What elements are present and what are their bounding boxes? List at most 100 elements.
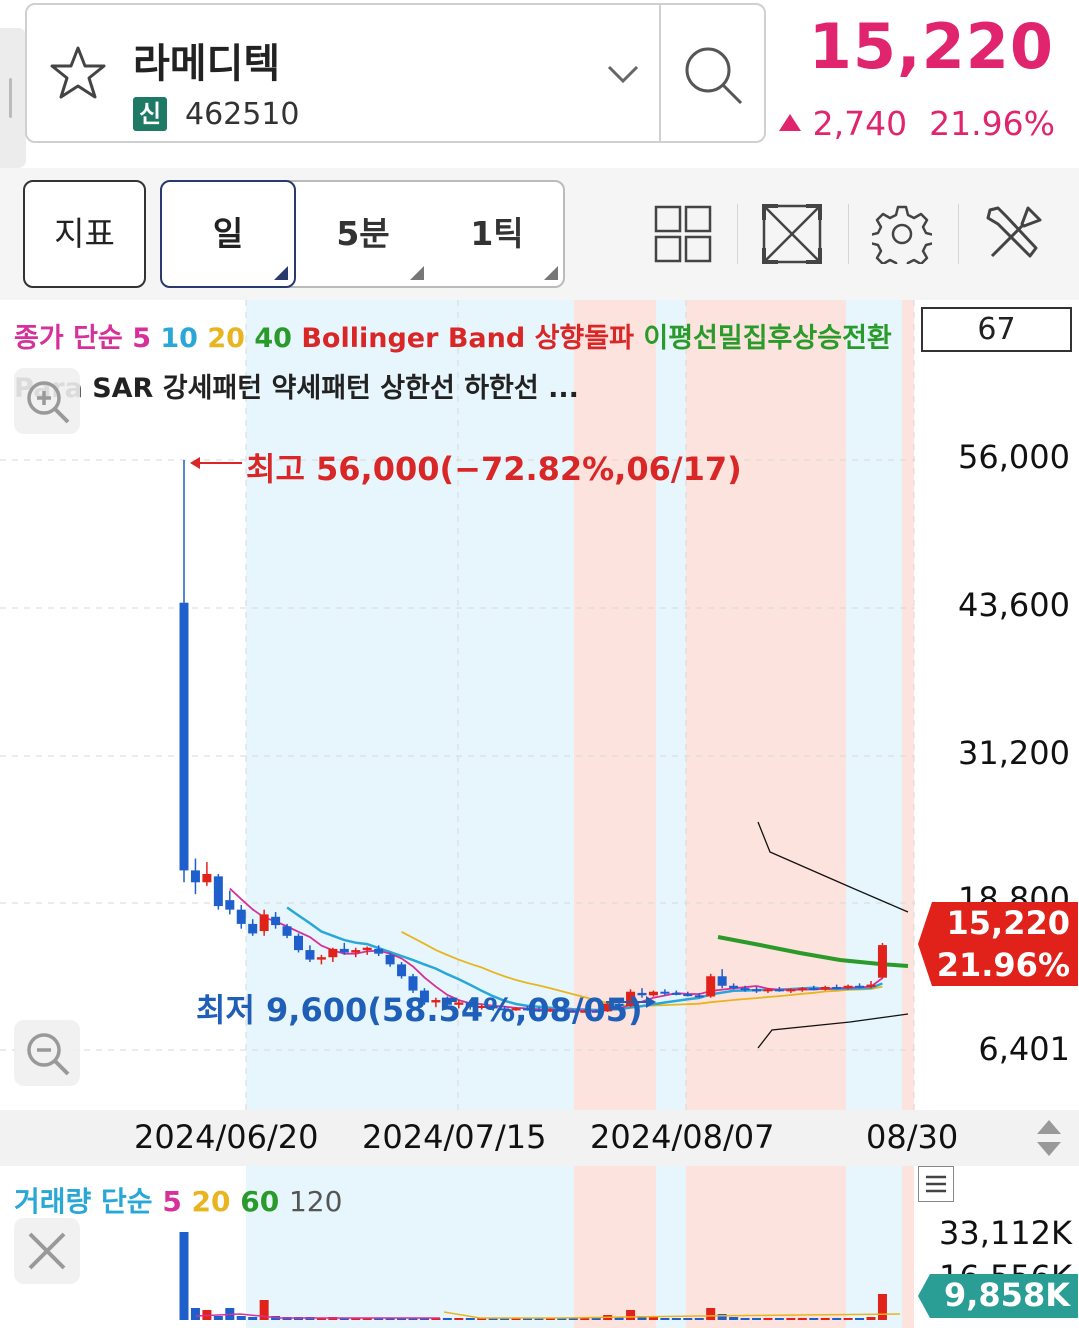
volume-legend[interactable]: 거래량 단순 5 20 60 120	[14, 1180, 342, 1220]
price-chart-area[interactable]	[0, 300, 1079, 1110]
star-icon[interactable]	[47, 43, 109, 105]
tools-icon[interactable]	[984, 204, 1044, 264]
volume-bar	[797, 1318, 807, 1320]
price-change-pct: 21.96%	[929, 104, 1055, 143]
candle-count-box[interactable]: 67	[921, 307, 1072, 352]
candle-body	[637, 992, 647, 996]
candle-body	[271, 916, 281, 926]
last-price-tag: 15,220 21.96%	[918, 902, 1078, 986]
candle-body	[477, 1005, 487, 1008]
volume-bar	[648, 1317, 658, 1320]
period-5min-button[interactable]: 5분	[296, 182, 430, 286]
volume-bar	[671, 1318, 681, 1320]
volume-bar	[511, 1318, 521, 1320]
volume-bar	[637, 1316, 647, 1320]
candle-body	[706, 976, 716, 997]
current-price: 15,220	[808, 10, 1054, 83]
search-icon[interactable]	[681, 43, 747, 109]
candle-body	[729, 985, 739, 989]
volume-bar	[397, 1318, 407, 1320]
legend-ma-type: 단순	[73, 323, 123, 354]
stock-search-box[interactable]: 라메디텍 신 462510	[25, 3, 766, 143]
candle-body	[316, 957, 326, 960]
candle-body	[671, 992, 681, 995]
volume-chart-area[interactable]	[0, 1166, 1079, 1328]
volume-bar	[248, 1317, 258, 1320]
volume-bar	[832, 1318, 842, 1320]
candle-body	[213, 876, 223, 907]
close-volume-button[interactable]	[14, 1218, 80, 1284]
volume-bar	[488, 1318, 498, 1320]
candle-body	[282, 926, 292, 936]
volume-bar	[523, 1318, 532, 1320]
indicator-legend-line1[interactable]: 종가 단순 5 10 20 40 Bollinger Band 상향돌파 이평선…	[14, 316, 892, 355]
price-chart[interactable]	[0, 300, 1079, 1110]
legend-ma40: 40	[254, 323, 292, 354]
updown-arrows-icon[interactable]	[1034, 1118, 1064, 1158]
volume-legend-ma-type: 단순	[101, 1185, 153, 1218]
volume-bar	[190, 1308, 200, 1320]
candle-body	[419, 990, 429, 1003]
volume-bar	[362, 1318, 372, 1320]
candle-body	[809, 988, 819, 991]
price-axis-label: 6,401	[978, 1030, 1070, 1068]
candle-body	[408, 976, 418, 991]
volume-bar	[774, 1318, 784, 1320]
signal-band	[656, 1166, 686, 1328]
signal-band	[902, 300, 914, 1110]
signal-band	[246, 300, 574, 1110]
price-axis-label: 31,200	[958, 734, 1070, 772]
volume-bar	[568, 1318, 578, 1320]
volume-ma5-line	[195, 1313, 440, 1319]
volume-bar	[877, 1294, 887, 1320]
signal-band	[686, 300, 846, 1110]
period-selector: 일 5분 1틱	[160, 180, 565, 288]
volume-bar	[614, 1317, 624, 1320]
side-drawer-handle[interactable]	[0, 28, 26, 168]
volume-axis-label: 16,556K	[900, 1258, 1072, 1276]
volume-legend-title: 거래량	[14, 1185, 92, 1218]
volume-bar	[763, 1318, 773, 1320]
layout-grid-icon[interactable]	[653, 204, 713, 264]
period-tick-corner-icon	[544, 266, 558, 280]
zoom-out-button[interactable]	[14, 1020, 80, 1086]
volume-bar	[843, 1318, 853, 1320]
volume-bar	[717, 1314, 727, 1320]
indicator-legend-line2[interactable]: Para SAR 강세패턴 약세패턴 상한선 하한선 ...	[14, 373, 579, 404]
gear-icon[interactable]	[872, 204, 932, 264]
date-axis-label: 2024/07/15	[362, 1118, 547, 1156]
zoom-in-button[interactable]	[14, 368, 80, 434]
volume-legend-v60: 60	[240, 1185, 280, 1218]
volume-bar	[809, 1318, 819, 1320]
bollinger-lower-line	[757, 1013, 909, 1049]
candle-body	[202, 873, 212, 883]
volume-bar	[820, 1318, 830, 1320]
hamburger-menu-icon[interactable]	[918, 1166, 954, 1202]
indicator-button[interactable]: 지표	[23, 180, 146, 288]
zoom-out-icon	[27, 1033, 70, 1076]
volume-bar	[580, 1318, 590, 1320]
period-5min-label: 5분	[336, 214, 390, 253]
candle-body	[752, 989, 761, 992]
date-axis[interactable]	[0, 1110, 1079, 1166]
candle-body	[523, 1008, 532, 1011]
candle-body	[511, 1008, 521, 1011]
legend-bollinger: Bollinger Band	[301, 323, 526, 354]
candle-body	[614, 1003, 624, 1006]
volume-bar	[786, 1318, 796, 1320]
hamburger-lines	[926, 1175, 946, 1193]
volume-bar	[454, 1318, 464, 1320]
high-annotation: 최고 56,000(−72.82%,06/17)	[246, 450, 742, 488]
chevron-down-icon[interactable]	[605, 55, 641, 91]
price-axis-label: 43,600	[958, 586, 1070, 624]
candle-body	[591, 1010, 601, 1013]
volume-chart[interactable]	[0, 1166, 1079, 1328]
period-day-button[interactable]: 일	[160, 180, 296, 288]
candle-body	[339, 948, 349, 953]
candle-body	[500, 1008, 510, 1011]
fullscreen-icon[interactable]	[762, 204, 822, 264]
period-tick-button[interactable]: 1틱	[430, 182, 564, 286]
candle-body	[866, 984, 876, 987]
period-tick-label: 1틱	[470, 214, 524, 253]
candle-body	[534, 1009, 544, 1012]
